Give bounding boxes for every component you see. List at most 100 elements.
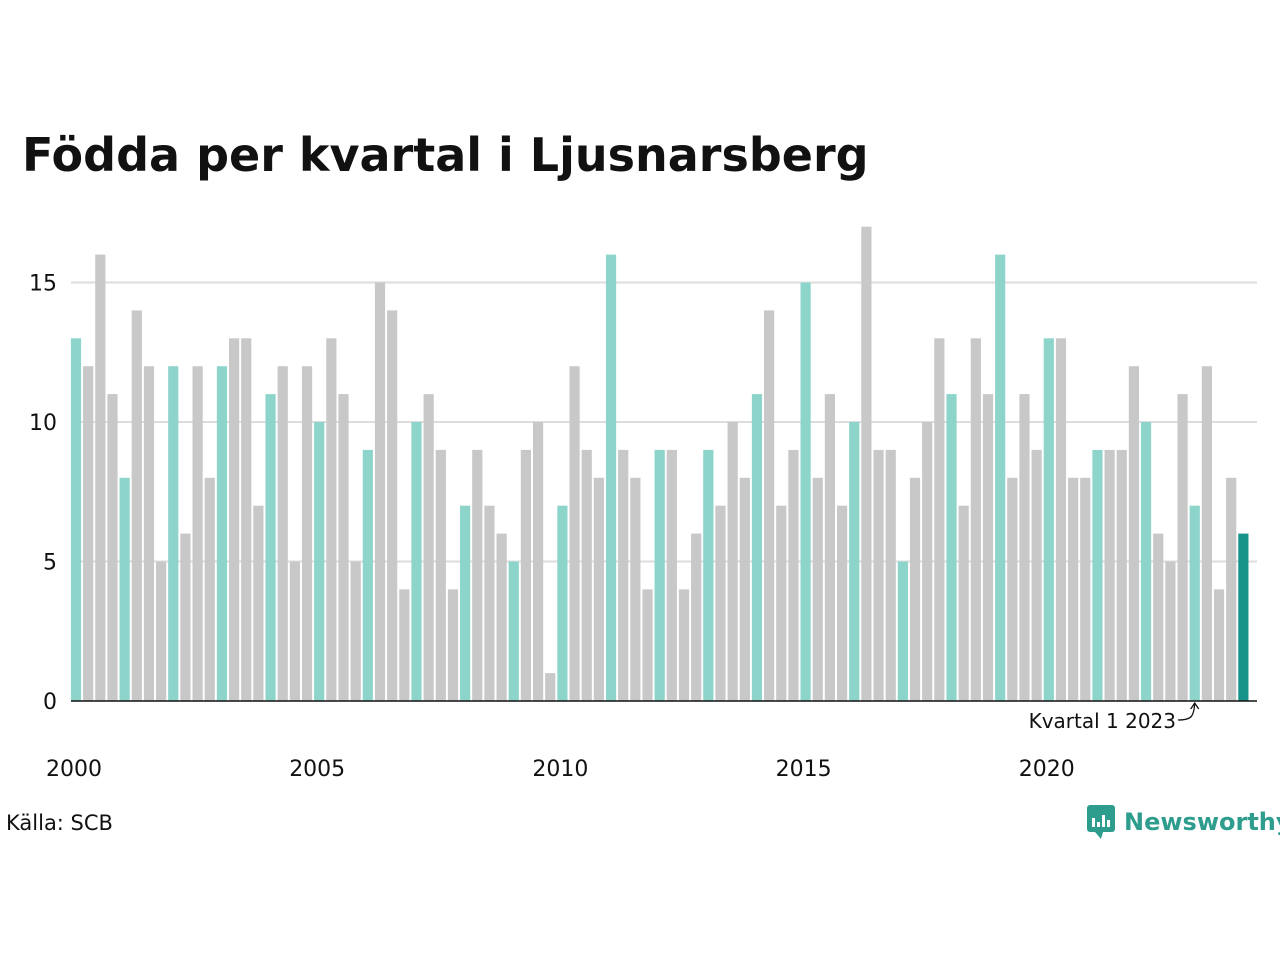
bar-2022-q2: [1153, 533, 1164, 701]
y-tick-label: 5: [43, 551, 57, 576]
bar-2000-q4: [107, 394, 118, 701]
annotation-arrow-icon: [1177, 703, 1196, 721]
bar-2011-q3: [630, 477, 641, 701]
bar-2003-q4: [253, 505, 264, 701]
bar-2010-q4: [593, 477, 604, 701]
bar-2019-q4: [1031, 449, 1042, 701]
bar-2022-q1: [1140, 422, 1152, 701]
bar-2022-q3: [1165, 561, 1176, 701]
bar-2014-q3: [776, 505, 787, 701]
bar-2000-q2: [83, 366, 94, 701]
brand-logo: Newsworthy: [1086, 804, 1280, 840]
bar-2010-q1: [557, 505, 568, 701]
bar-2003-q3: [241, 338, 252, 701]
bar-2021-q4: [1128, 366, 1140, 701]
bars: [70, 226, 1249, 701]
bar-2009-q2: [520, 449, 532, 701]
bar-2014-q1: [751, 394, 763, 701]
bar-2002-q2: [180, 533, 191, 701]
bar-2004-q3: [289, 561, 300, 701]
bar-2018-q3: [970, 338, 981, 701]
bar-2018-q1: [946, 394, 957, 701]
bar-2013-q2: [715, 505, 726, 701]
bar-2013-q4: [739, 477, 750, 701]
bar-2017-q4: [934, 338, 945, 701]
source-note: Källa: SCB: [6, 811, 113, 835]
bar-2014-q4: [788, 449, 799, 701]
bar-2016-q3: [873, 449, 884, 701]
annotation-arrowhead-icon: [1190, 701, 1200, 710]
bar-2004-q4: [301, 366, 313, 701]
bar-2021-q2: [1104, 449, 1115, 701]
bar-2013-q3: [727, 422, 738, 701]
bar-2012-q2: [666, 449, 677, 701]
bar-2019-q2: [1007, 477, 1018, 701]
bar-2004-q1: [265, 394, 276, 701]
bar-2006-q1: [362, 449, 373, 701]
bar-2019-q3: [1019, 394, 1030, 701]
newsworthy-logo-icon: [1087, 805, 1115, 839]
bar-2018-q2: [958, 505, 969, 701]
chart-title: Födda per kvartal i Ljusnarsberg: [22, 128, 869, 182]
x-tick-label: 2000: [46, 757, 102, 782]
bar-2017-q2: [909, 477, 921, 701]
y-tick-label: 15: [29, 272, 57, 297]
bar-2019-q1: [995, 254, 1006, 701]
bar-2009-q3: [532, 422, 544, 701]
bar-2002-q3: [192, 366, 203, 701]
bar-2020-q4: [1080, 477, 1091, 701]
bar-2005-q3: [338, 394, 349, 701]
bar-2005-q4: [350, 561, 361, 701]
bar-2008-q3: [484, 505, 495, 701]
bar-2012-q4: [691, 533, 702, 701]
bar-2017-q1: [897, 561, 908, 701]
bar-2001-q3: [143, 366, 155, 701]
bar-2002-q1: [168, 366, 179, 701]
bar-2018-q4: [982, 394, 994, 701]
bar-2002-q4: [204, 477, 215, 701]
bar-2023-q2: [1201, 366, 1212, 701]
bar-2015-q3: [824, 394, 836, 701]
bar-2008-q4: [496, 533, 507, 701]
bar-2004-q2: [277, 366, 288, 701]
bar-2010-q2: [569, 366, 580, 701]
y-tick-label: 0: [43, 690, 57, 715]
bar-2000-q1: [70, 338, 82, 701]
bar-2009-q1: [508, 561, 519, 701]
bar-2009-q4: [545, 673, 556, 701]
x-tick-label: 2010: [532, 757, 588, 782]
bar-2016-q4: [885, 449, 896, 701]
brand-name: Newsworthy: [1124, 808, 1280, 836]
bar-2006-q4: [399, 589, 410, 701]
bar-2020-q1: [1043, 338, 1054, 701]
annotation: Kvartal 1 2023: [1029, 701, 1200, 733]
bar-2011-q4: [642, 589, 653, 701]
bar-2007-q2: [423, 394, 434, 701]
bar-2021-q3: [1116, 449, 1127, 701]
bar-2016-q2: [861, 226, 872, 701]
annotation-label: Kvartal 1 2023: [1029, 709, 1176, 733]
bar-2022-q4: [1177, 394, 1188, 701]
bar-2023-q1: [1189, 505, 1200, 701]
bar-2001-q2: [131, 310, 142, 701]
bar-2007-q1: [411, 422, 422, 701]
bar-2015-q1: [800, 282, 811, 701]
bar-2016-q1: [849, 422, 860, 701]
bar-2012-q1: [654, 449, 665, 701]
bar-2006-q3: [387, 310, 398, 701]
bar-2014-q2: [764, 310, 775, 701]
bar-2023-q4: [1226, 477, 1237, 701]
x-tick-label: 2020: [1019, 757, 1075, 782]
bar-2024-q1: [1238, 533, 1249, 701]
bar-2008-q1: [460, 505, 471, 701]
bar-2005-q1: [314, 422, 325, 701]
bar-2015-q2: [812, 477, 823, 701]
x-axis-ticks: 2000 2005 2010 2015 2020: [46, 757, 1075, 782]
x-tick-label: 2015: [776, 757, 832, 782]
bar-2013-q1: [703, 449, 714, 701]
x-tick-label: 2005: [289, 757, 345, 782]
bar-2000-q3: [95, 254, 106, 701]
bar-2023-q3: [1213, 589, 1225, 701]
bar-2011-q1: [605, 254, 617, 701]
bar-2020-q2: [1055, 338, 1067, 701]
